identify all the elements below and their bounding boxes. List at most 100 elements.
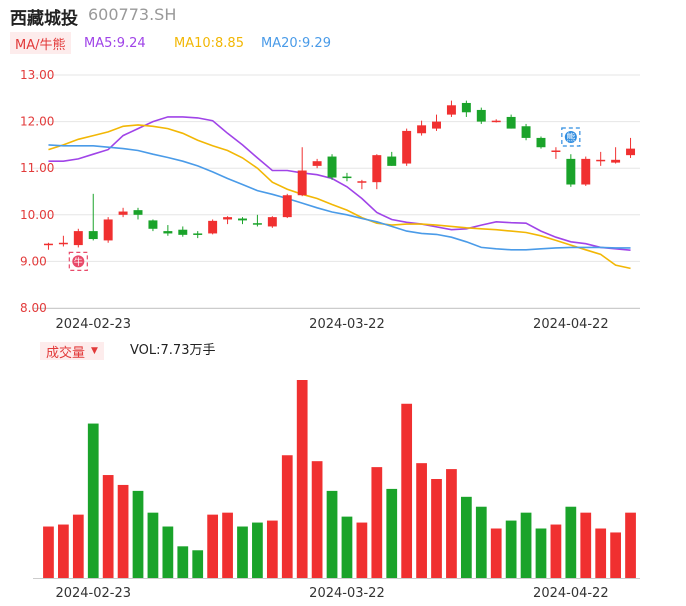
volume-bar[interactable] — [505, 520, 517, 578]
candle[interactable] — [282, 193, 292, 219]
volume-bar[interactable] — [386, 488, 398, 578]
volume-indicator-dropdown[interactable]: 成交量 ▼ — [40, 342, 104, 361]
volume-bar[interactable] — [102, 475, 114, 578]
volume-bar[interactable] — [431, 479, 442, 578]
volume-bar[interactable] — [311, 461, 323, 578]
candle[interactable] — [43, 242, 53, 250]
volume-bar[interactable] — [58, 524, 69, 578]
candle[interactable] — [58, 235, 68, 247]
volume-bar[interactable] — [550, 524, 562, 578]
volume-bar[interactable] — [460, 496, 472, 578]
volume-bar[interactable] — [401, 403, 413, 578]
volume-bar[interactable] — [595, 528, 607, 579]
candle-body — [536, 137, 546, 148]
candle-body — [551, 150, 561, 152]
candle[interactable] — [596, 151, 606, 166]
volume-bar[interactable] — [147, 512, 159, 578]
candle[interactable] — [521, 123, 531, 141]
candle-body — [402, 130, 412, 164]
volume-bar[interactable] — [117, 484, 129, 578]
volume-bar[interactable] — [490, 528, 502, 579]
volume-bar[interactable] — [580, 512, 592, 578]
candle[interactable] — [566, 154, 576, 187]
volume-bar[interactable] — [266, 520, 278, 578]
volume-bar[interactable] — [625, 512, 636, 578]
volume-bar[interactable] — [296, 380, 308, 578]
candle[interactable] — [387, 151, 397, 166]
volume-bar[interactable] — [72, 514, 84, 578]
ma20-line — [48, 144, 631, 251]
volume-bar[interactable] — [237, 526, 248, 578]
candle[interactable] — [506, 114, 516, 129]
volume-bar[interactable] — [132, 490, 144, 578]
candle-body — [297, 170, 307, 196]
candle[interactable] — [611, 147, 621, 164]
candle[interactable] — [476, 107, 486, 124]
volume-bar[interactable] — [207, 514, 219, 578]
candle[interactable] — [432, 114, 441, 131]
candle[interactable] — [178, 226, 188, 237]
x-tick-label: 2024-03-22 — [309, 317, 385, 332]
candle[interactable] — [133, 207, 143, 220]
candle-body — [312, 161, 322, 166]
candle[interactable] — [297, 147, 307, 197]
candle[interactable] — [626, 137, 636, 158]
volume-bar[interactable] — [416, 463, 427, 578]
candle-body — [282, 195, 292, 218]
svg-text:牛: 牛 — [74, 256, 83, 268]
candle[interactable] — [103, 217, 113, 243]
volume-bar[interactable] — [446, 469, 457, 578]
candle[interactable] — [148, 219, 158, 232]
volume-bar[interactable] — [192, 550, 204, 578]
candle[interactable] — [118, 207, 128, 218]
candle[interactable] — [446, 100, 456, 117]
candle[interactable] — [193, 231, 203, 239]
volume-bar[interactable] — [222, 512, 233, 578]
candle[interactable] — [417, 120, 427, 136]
volume-bar[interactable] — [610, 532, 621, 578]
candle[interactable] — [252, 214, 262, 227]
candle[interactable] — [312, 158, 322, 169]
stock-name: 西藏城投 — [10, 9, 78, 29]
volume-bar[interactable] — [356, 522, 368, 578]
candle[interactable] — [581, 156, 591, 186]
volume-bar[interactable] — [371, 467, 383, 578]
candle-body — [611, 159, 621, 163]
volume-indicator-label: 成交量 — [46, 345, 86, 361]
candle-body — [208, 220, 218, 234]
bull-marker-icon[interactable]: 牛 — [68, 251, 88, 271]
ma5-label: MA5:9.24 — [84, 35, 146, 51]
candle[interactable] — [536, 136, 546, 149]
bear-marker-icon[interactable]: 熊 — [561, 127, 581, 147]
candle[interactable] — [357, 179, 367, 190]
candle[interactable] — [402, 128, 412, 166]
candle[interactable] — [461, 100, 471, 117]
candle[interactable] — [208, 219, 218, 235]
candle-body — [357, 181, 367, 183]
candle[interactable] — [88, 193, 98, 241]
volume-bar[interactable] — [326, 490, 338, 578]
volume-bar[interactable] — [252, 522, 263, 578]
volume-bar[interactable] — [475, 506, 487, 578]
volume-bar[interactable] — [87, 423, 99, 578]
candle[interactable] — [73, 228, 83, 248]
volume-bar[interactable] — [565, 506, 577, 578]
volume-bar[interactable] — [281, 455, 293, 578]
candle[interactable] — [551, 147, 561, 159]
volume-bar[interactable] — [341, 516, 353, 578]
candle[interactable] — [267, 216, 277, 228]
candle[interactable] — [163, 225, 173, 236]
candle[interactable] — [238, 217, 247, 225]
candle[interactable] — [327, 154, 337, 180]
volume-bar[interactable] — [162, 526, 174, 578]
candle[interactable] — [342, 172, 352, 182]
candle[interactable] — [372, 154, 382, 190]
volume-bar[interactable] — [177, 546, 189, 578]
candle[interactable] — [491, 119, 501, 123]
ma-toggle-button[interactable]: MA/牛熊 — [10, 32, 71, 54]
candle[interactable] — [223, 216, 233, 225]
volume-bar[interactable] — [535, 528, 547, 579]
volume-bar[interactable] — [43, 526, 54, 578]
volume-bar[interactable] — [520, 512, 532, 578]
